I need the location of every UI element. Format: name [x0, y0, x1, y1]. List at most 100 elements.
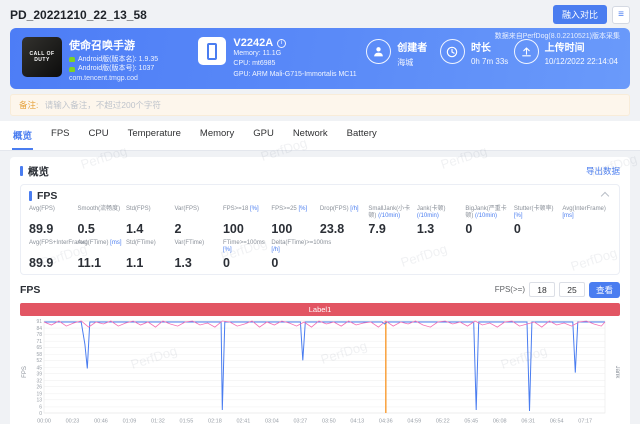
perfdog-version-note: 数据来自PerfDog(8.0.2210521)版本采集 — [495, 31, 620, 41]
metric-label: Avg(FTime) [ms] — [77, 240, 122, 255]
svg-text:91: 91 — [36, 319, 42, 325]
metric-Delta(FTime)>=100ms: Delta(FTime)>=100ms [/h]0 — [271, 240, 319, 270]
menu-icon[interactable]: ≡ — [612, 6, 630, 24]
svg-text:01:55: 01:55 — [180, 418, 194, 424]
device-gpu: GPU: ARM Mali-G715-Immortalis MC11 — [233, 70, 356, 80]
svg-text:58: 58 — [36, 352, 42, 358]
upload-time-label: 上传时间 — [545, 39, 618, 54]
view-button[interactable]: 查看 — [589, 282, 620, 298]
fps-chart-section: FPS FPS(>=) 查看 Label1 061319263239455258… — [20, 282, 620, 424]
tab-bar: 概览 FPS CPU Temperature Memory GPU Network Batte… — [0, 121, 640, 151]
svg-text:06:54: 06:54 — [550, 418, 564, 424]
note-text: 请输入备注，不超过200个字符 — [45, 100, 161, 110]
device-info: V2242A i Memory: 11.1G CPU: mt6985 GPU: … — [233, 37, 356, 79]
fps-summary-title: FPS — [29, 190, 57, 202]
svg-text:05:22: 05:22 — [436, 418, 450, 424]
svg-text:39: 39 — [36, 371, 42, 377]
creator-icon — [366, 39, 391, 64]
session-banner: 数据来自PerfDog(8.0.2210521)版本采集 CALL OF DUT… — [10, 28, 630, 89]
clock-icon — [445, 45, 459, 59]
svg-text:03:04: 03:04 — [265, 418, 279, 424]
metrics-row: Avg(FPS+InterFrame)89.9Avg(FTime) [ms]11… — [29, 240, 611, 270]
device-cpu: CPU: mt6985 — [233, 59, 356, 69]
merge-compare-button[interactable]: 融入对比 — [553, 5, 607, 24]
fps-chart[interactable]: 061319263239455258657178849100:0000:2300… — [20, 318, 620, 424]
metric-label: Avg(FPS) — [29, 206, 74, 221]
metric-label: Std(FTime) — [126, 240, 171, 255]
tab-概览[interactable]: 概览 — [12, 121, 33, 150]
svg-text:01:09: 01:09 — [123, 418, 137, 424]
tab-Network[interactable]: Network — [292, 121, 329, 150]
svg-text:04:36: 04:36 — [379, 418, 393, 424]
note-bar[interactable]: 备注: 请输入备注，不超过200个字符 — [10, 94, 630, 116]
metric-label: Std(FPS) — [126, 206, 171, 221]
app-name: 使命召唤手游 — [69, 37, 158, 53]
metric-Avg(InterFrame): Avg(InterFrame) [ms] — [562, 206, 610, 236]
upload-time-block: 上传时间 10/12/2022 22:14:04 — [514, 37, 618, 66]
svg-text:04:13: 04:13 — [350, 418, 364, 424]
metric-label: FPS>=25 [%] — [271, 206, 316, 221]
metric-label: Drop(FPS) [/h] — [320, 206, 365, 221]
svg-text:84: 84 — [36, 326, 42, 332]
creator-label: 创建者 — [397, 39, 427, 54]
duration-value: 0h 7m 33s — [471, 57, 508, 66]
device-model: V2242A — [233, 37, 273, 49]
export-data-link[interactable]: 导出数据 — [586, 165, 620, 177]
tab-Memory[interactable]: Memory — [199, 121, 235, 150]
upload-time-value: 10/12/2022 22:14:04 — [545, 57, 618, 66]
duration-label: 时长 — [471, 39, 508, 54]
metric-value: 23.8 — [320, 222, 365, 236]
fps-threshold-input-2[interactable] — [559, 282, 585, 297]
metric-Avg(FPS): Avg(FPS)89.9 — [29, 206, 77, 236]
tab-CPU[interactable]: CPU — [88, 121, 110, 150]
metric-FTime>=100ms: FTime>=100ms [%]0 — [223, 240, 271, 270]
tab-GPU[interactable]: GPU — [252, 121, 275, 150]
tab-FPS[interactable]: FPS — [50, 121, 70, 150]
metric-value: 100 — [223, 222, 268, 236]
section-accent-bar — [29, 191, 32, 201]
creator-value: 海城 — [397, 57, 427, 68]
metric-Var(FTime): Var(FTime)1.3 — [174, 240, 222, 270]
creator-block: 创建者 海城 — [366, 37, 440, 68]
metric-label: BigJank(严重卡顿) (/10min) — [465, 206, 510, 221]
metric-label: Smooth(流畅度) — [77, 206, 122, 221]
fps-chart-title: FPS — [20, 284, 40, 296]
svg-text:07:17: 07:17 — [578, 418, 592, 424]
tab-Battery[interactable]: Battery — [346, 121, 378, 150]
metric-label: Jank(卡顿) (/10min) — [417, 206, 462, 221]
app-version-code-row: Android版(版本号): 1037 — [69, 64, 158, 73]
tab-Temperature[interactable]: Temperature — [127, 121, 182, 150]
svg-text:FPS: FPS — [22, 366, 28, 378]
metric-label: Stutter(卡顿率) [%] — [514, 206, 559, 221]
label1-annotation-bar[interactable]: Label1 — [20, 303, 620, 316]
info-icon[interactable]: i — [277, 39, 286, 48]
metric-value: 7.9 — [368, 222, 413, 236]
svg-text:6: 6 — [39, 405, 42, 411]
device-model-row: V2242A i — [233, 37, 356, 49]
metric-value: 89.9 — [29, 256, 74, 270]
overview-title-text: 概览 — [28, 164, 49, 179]
note-label: 备注: — [19, 100, 38, 110]
fps-chart-controls: FPS(>=) 查看 — [495, 282, 620, 298]
app-info: 使命召唤手游 Android版(版本名): 1.9.35 Android版(版本… — [69, 37, 158, 82]
collapse-chevron-icon[interactable] — [601, 192, 609, 200]
svg-text:04:59: 04:59 — [407, 418, 421, 424]
section-accent-bar — [20, 166, 23, 176]
metric-Smooth(流畅度): Smooth(流畅度)0.5 — [77, 206, 125, 236]
fps-threshold-label: FPS(>=) — [495, 285, 525, 294]
svg-text:03:50: 03:50 — [322, 418, 336, 424]
svg-text:19: 19 — [36, 391, 42, 397]
fps-threshold-input-1[interactable] — [529, 282, 555, 297]
metric-value: 0 — [465, 222, 510, 236]
app-package: com.tencent.tmgp.cod — [69, 75, 158, 82]
app-version-name-row: Android版(版本名): 1.9.35 — [69, 55, 158, 64]
metric-value: 0 — [514, 222, 559, 236]
svg-text:01:32: 01:32 — [151, 418, 165, 424]
metric-FPS>=18: FPS>=18 [%]100 — [223, 206, 271, 236]
metric-value: 1.3 — [174, 256, 219, 270]
content: 概览 导出数据 FPS Avg(FPS)89.9Smooth(流畅度)0.5St… — [0, 151, 640, 424]
metric-Avg(FTime): Avg(FTime) [ms]11.1 — [77, 240, 125, 270]
fps-metrics: Avg(FPS)89.9Smooth(流畅度)0.5Std(FPS)1.4Var… — [29, 206, 611, 270]
fps-summary-title-text: FPS — [37, 190, 57, 202]
metric-label: Var(FTime) — [174, 240, 219, 255]
